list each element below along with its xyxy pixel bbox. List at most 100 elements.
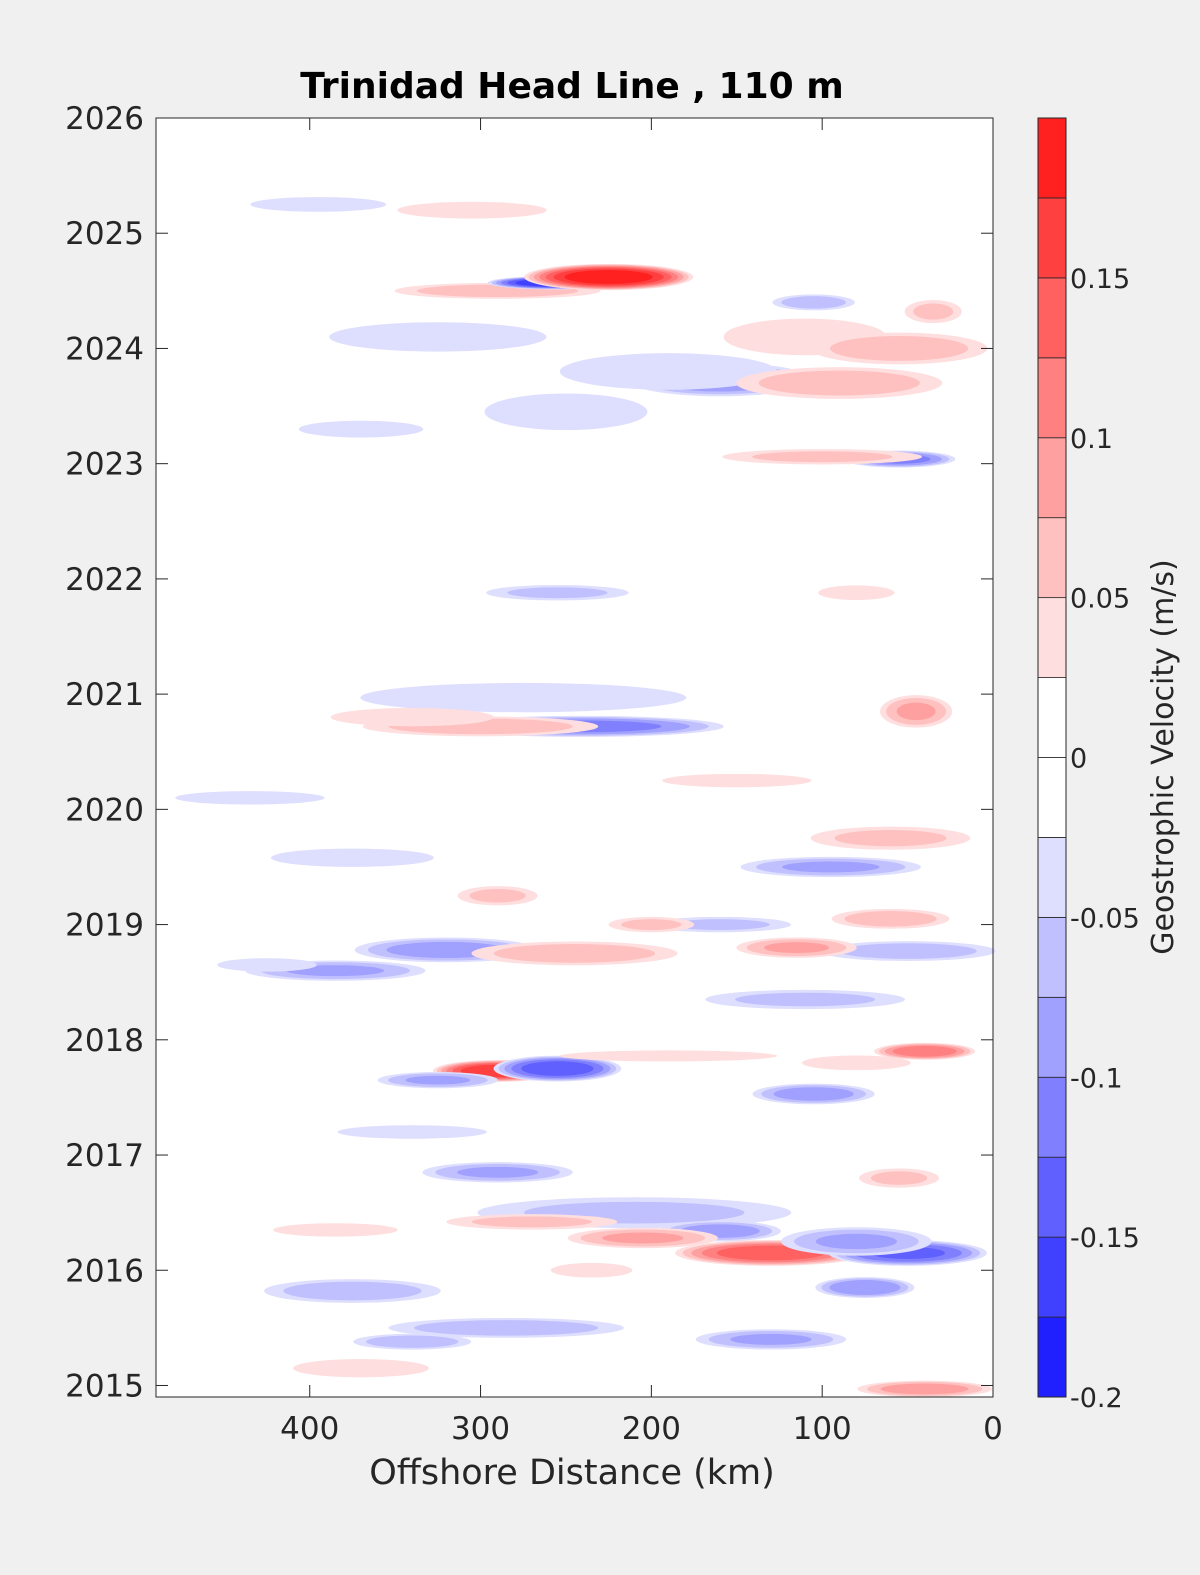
- contour-level-band: [298, 420, 424, 438]
- contour-feature: [608, 916, 695, 933]
- contour-feature: [377, 1072, 499, 1089]
- chart-title: Trinidad Head Line , 110 m: [300, 66, 843, 107]
- contour-feature: [736, 937, 857, 958]
- contour-level-band: [818, 585, 895, 601]
- contour-level-band: [815, 1233, 897, 1250]
- contour-level-band: [550, 1262, 633, 1278]
- y-tick-label: 2023: [65, 447, 144, 483]
- contour-level-band: [662, 773, 812, 788]
- contour-level-band: [330, 708, 494, 727]
- contour-feature: [559, 1050, 778, 1062]
- colorbar-band: [1037, 117, 1067, 199]
- colorbar-band: [1037, 757, 1067, 838]
- contour-feature: [810, 332, 988, 365]
- contour-feature: [904, 300, 962, 324]
- contour-level-band: [782, 861, 880, 873]
- x-tick-label: 200: [622, 1411, 681, 1447]
- contour-level-band: [764, 942, 830, 954]
- contour-level-band: [471, 1216, 592, 1228]
- contour-level-band: [366, 1335, 459, 1348]
- contour-feature: [524, 263, 694, 291]
- colorbar-band: [1037, 197, 1067, 279]
- contour-feature: [810, 826, 971, 850]
- y-tick-label: 2022: [65, 562, 144, 598]
- contour-level-band: [337, 1125, 487, 1139]
- contour-feature: [330, 708, 494, 727]
- y-tick-label: 2018: [65, 1023, 144, 1059]
- contour-level-band: [871, 1171, 928, 1185]
- contour-level-band: [559, 353, 778, 390]
- contour-level-band: [838, 943, 977, 959]
- colorbar-tick-label: 0.05: [1070, 584, 1130, 615]
- contour-level-band: [844, 911, 937, 927]
- contour-feature: [705, 989, 905, 1010]
- y-tick-label: 2025: [65, 216, 144, 252]
- contour-level-band: [270, 848, 434, 867]
- colorbar-tick-label: -0.2: [1070, 1383, 1123, 1414]
- contour-level-band: [773, 1087, 854, 1101]
- colorbar-frame: [1037, 117, 1067, 1398]
- contour-level-band: [484, 393, 648, 431]
- colorbar-band: [1037, 437, 1067, 519]
- contour-level-band: [758, 370, 920, 396]
- contour-level-band: [602, 1232, 684, 1244]
- contour-feature: [815, 1277, 915, 1298]
- colorbar-band: [1037, 277, 1067, 359]
- contour-feature: [818, 585, 895, 601]
- contour-level-band: [829, 336, 969, 361]
- x-tick-label: 300: [451, 1411, 510, 1447]
- x-axis: 400 300 200 100 0: [280, 118, 1003, 1447]
- contour-feature: [493, 1055, 622, 1082]
- colorbar-band: [1037, 597, 1067, 678]
- contour-feature: [874, 1042, 976, 1060]
- contour-level-band: [521, 1061, 594, 1076]
- contour-feature: [550, 1262, 633, 1278]
- contour-level-band: [892, 1045, 957, 1057]
- y-tick-label: 2015: [65, 1368, 144, 1404]
- colorbar-band: [1037, 1236, 1067, 1318]
- contour-feature: [422, 1162, 573, 1183]
- colorbar-band: [1037, 357, 1067, 439]
- contour-feature: [772, 294, 855, 311]
- contour-feature: [736, 367, 943, 399]
- contour-level-band: [730, 1333, 812, 1345]
- contour-feature: [397, 201, 547, 219]
- colorbar-band: [1037, 1316, 1067, 1398]
- y-tick-label: 2021: [65, 677, 144, 713]
- contour-level-band: [457, 1166, 539, 1178]
- contour-level-band: [781, 296, 846, 309]
- y-tick-label: 2024: [65, 331, 144, 367]
- contour-level-band: [913, 303, 954, 320]
- contour-level-band: [752, 451, 893, 463]
- contour-level-band: [414, 1320, 599, 1336]
- contour-level-band: [250, 197, 387, 212]
- colorbar-band: [1037, 1156, 1067, 1238]
- colorbar-band: [1037, 916, 1067, 998]
- contour-feature: [273, 1223, 398, 1237]
- contour-level-band: [329, 322, 547, 352]
- contour-level-band: [283, 1281, 422, 1301]
- colorbar-tick-label: -0.15: [1070, 1223, 1140, 1254]
- x-tick-label: 0: [983, 1411, 1003, 1447]
- contour-feature: [740, 856, 921, 878]
- contour-level-band: [507, 587, 608, 599]
- contour-feature: [662, 773, 812, 788]
- contour-feature: [446, 1214, 618, 1230]
- contour-level-band: [360, 682, 687, 713]
- contour-level-band: [217, 958, 317, 972]
- contour-level-band: [293, 1359, 429, 1378]
- contour-feature: [388, 1317, 624, 1338]
- colorbar-band: [1037, 517, 1067, 599]
- colorbar-band: [1037, 1076, 1067, 1158]
- colorbar-band: [1037, 837, 1067, 918]
- contour-feature: [819, 941, 996, 962]
- contour-feature: [329, 322, 547, 352]
- contour-level-band: [735, 992, 876, 1007]
- colorbar-tick-label: 0.15: [1070, 264, 1130, 295]
- contour-feature: [857, 1380, 992, 1398]
- contour-level-band: [880, 1383, 969, 1395]
- colorbar-tick-label: 0: [1070, 744, 1087, 775]
- contour-level-band: [469, 889, 526, 903]
- contour-level-band: [802, 1055, 911, 1071]
